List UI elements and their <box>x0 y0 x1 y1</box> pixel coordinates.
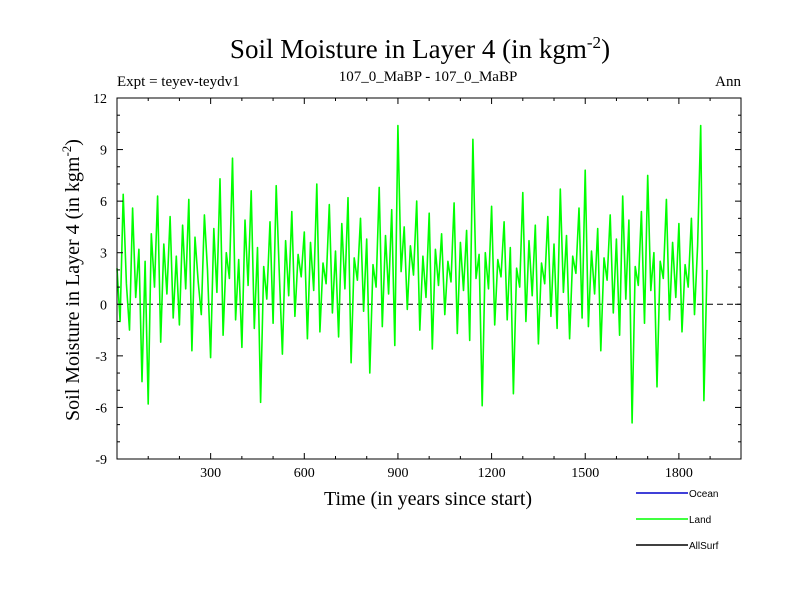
x-tick-label: 1500 <box>571 466 599 481</box>
chart-title: Soil Moisture in Layer 4 (in kgm-2) <box>230 33 610 64</box>
series-line-land <box>116 124 708 424</box>
x-axis-title: Time (in years since start) <box>324 488 532 510</box>
y-tick-label: 9 <box>100 144 107 159</box>
x-tick-label: 300 <box>200 466 221 481</box>
x-tick-label: 900 <box>387 466 408 481</box>
y-tick-label: -3 <box>95 350 107 365</box>
y-tick-label: 6 <box>100 195 107 210</box>
plot-frame <box>116 97 742 460</box>
y-tick-label: -9 <box>95 453 107 468</box>
y-tick-label: 0 <box>100 298 107 313</box>
y-tick-label: 3 <box>100 247 107 262</box>
period-label: 107_0_MaBP - 107_0_MaBP <box>339 69 518 85</box>
legend-label-allsurf: AllSurf <box>689 541 719 552</box>
season-label: Ann <box>715 74 741 90</box>
x-tick-label: 1800 <box>665 466 693 481</box>
experiment-label: Expt = teyev-teydv1 <box>117 74 240 90</box>
y-tick-label: -6 <box>95 401 107 416</box>
x-tick-label: 1200 <box>478 466 506 481</box>
y-axis-title: Soil Moisture in Layer 4 (in kgm-2) <box>59 139 84 421</box>
y-tick-label: 12 <box>93 92 107 107</box>
legend-label-land: Land <box>689 515 711 526</box>
x-tick-label: 600 <box>294 466 315 481</box>
legend-label-ocean: Ocean <box>689 489 718 500</box>
